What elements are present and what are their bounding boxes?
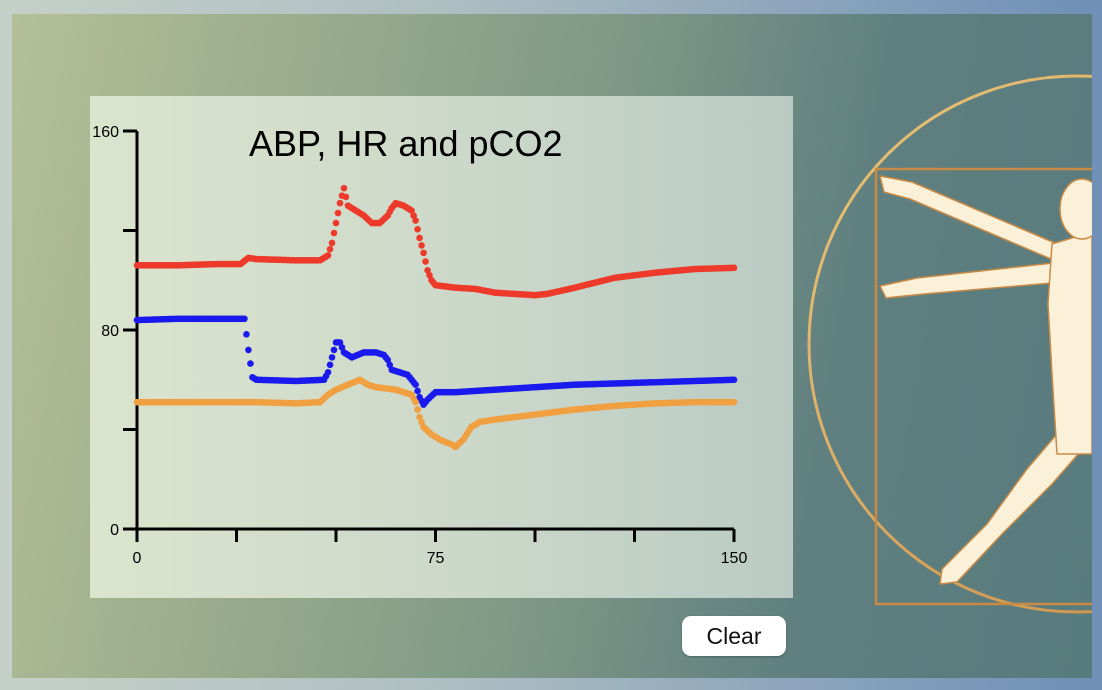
- series-1-point: [412, 381, 419, 389]
- x-tick-label: 0: [133, 550, 142, 567]
- series-0-point: [416, 234, 423, 242]
- series-0-point: [336, 199, 344, 207]
- series-0-point: [422, 258, 429, 265]
- chart-title: ABP, HR and pCO2: [249, 123, 563, 164]
- series-1-point: [386, 361, 394, 369]
- series-0-point: [410, 212, 417, 219]
- series-1-point: [326, 361, 334, 369]
- series-2-point: [730, 398, 738, 406]
- series-0-point: [330, 229, 338, 237]
- y-tick-label: 160: [92, 124, 119, 141]
- series-1-point: [324, 368, 332, 376]
- y-tick-label: 80: [101, 323, 119, 340]
- series-0-point: [426, 271, 433, 279]
- series-0-point: [418, 242, 425, 249]
- series-0-point: [340, 184, 348, 192]
- x-tick-label: 75: [427, 550, 445, 567]
- series-1-point: [330, 346, 338, 354]
- chart-plot: 0 80 160 0 75 150: [92, 124, 748, 567]
- series-0-point: [424, 267, 431, 274]
- series-2-point: [414, 406, 421, 413]
- series-2-point: [418, 418, 425, 426]
- series-0-point: [326, 245, 334, 253]
- series-0-point: [412, 217, 419, 224]
- background-panel: 0 80 160 0 75 150 ABP, HR and pCO2 Clear: [12, 14, 1092, 678]
- series-1-point: [336, 339, 344, 346]
- series-1-point: [243, 331, 250, 338]
- series-0-point: [420, 249, 427, 257]
- series-0-point: [334, 209, 342, 217]
- series-0-point: [342, 193, 350, 201]
- clear-button[interactable]: Clear: [682, 616, 786, 656]
- series-0-point: [730, 264, 738, 272]
- chart-panel: 0 80 160 0 75 150 ABP, HR and pCO2: [90, 96, 793, 598]
- y-tick-label: 0: [110, 522, 119, 539]
- series-1-point: [241, 315, 248, 323]
- series-2-point: [416, 413, 423, 421]
- series-1-point: [338, 344, 346, 351]
- series-0-point: [408, 207, 415, 214]
- x-tick-label: 150: [721, 550, 748, 567]
- series-1-point: [328, 354, 336, 361]
- series-0-point: [332, 219, 340, 227]
- series-1-point: [245, 346, 252, 354]
- vitruvian-man-icon: [807, 74, 1092, 614]
- series-1-point: [247, 360, 254, 367]
- series-1-point: [730, 376, 738, 384]
- series-0-point: [414, 225, 421, 233]
- series-2-point: [412, 398, 419, 406]
- series-0-point: [328, 239, 336, 247]
- series-1-point: [384, 356, 392, 364]
- series-0-point: [324, 252, 332, 259]
- series-1-point: [414, 387, 421, 395]
